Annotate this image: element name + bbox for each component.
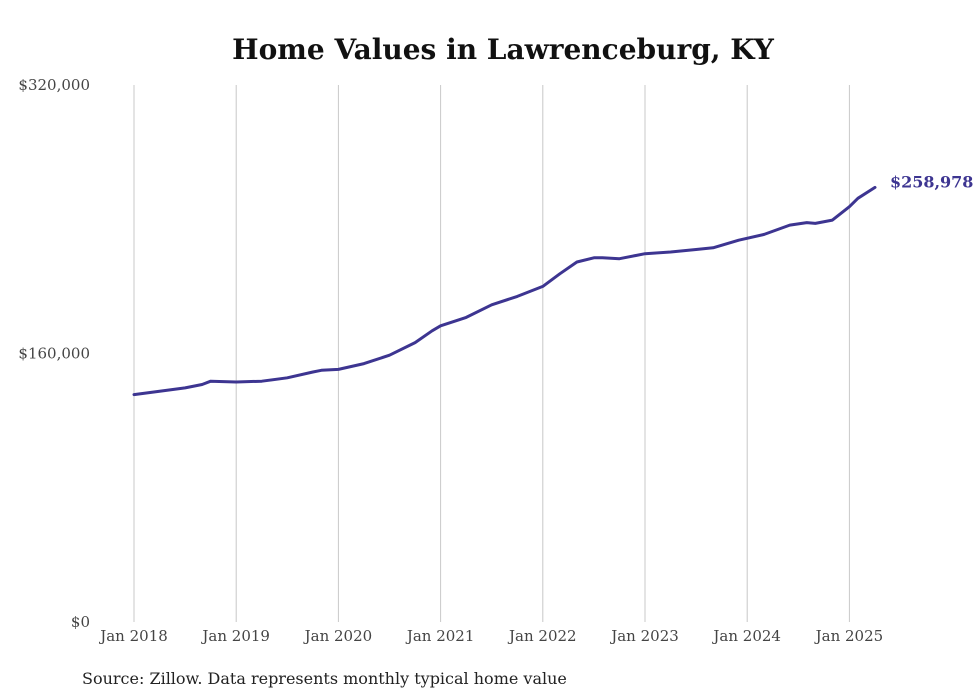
x-tick-label: Jan 2024 <box>711 627 781 645</box>
chart-title: Home Values in Lawrenceburg, KY <box>232 33 775 66</box>
x-tick-label: Jan 2020 <box>303 627 373 645</box>
gridlines <box>133 85 850 622</box>
x-tick-label: Jan 2019 <box>200 627 270 645</box>
y-tick-label: $0 <box>71 613 90 631</box>
x-tick-label: Jan 2018 <box>98 627 168 645</box>
y-axis-ticks: $0 $160,000 $320,000 <box>18 76 90 631</box>
end-value-label: $258,978 <box>890 172 974 191</box>
series-line <box>132 185 877 397</box>
y-tick-label: $160,000 <box>18 345 90 363</box>
source-note: Source: Zillow. Data represents monthly … <box>82 669 567 688</box>
x-tick-label: Jan 2023 <box>609 627 679 645</box>
y-tick-label: $320,000 <box>18 76 90 94</box>
x-tick-label: Jan 2025 <box>814 627 884 645</box>
x-tick-label: Jan 2022 <box>507 627 577 645</box>
x-axis-ticks: Jan 2018 Jan 2019 Jan 2020 Jan 2021 Jan 2022… <box>98 627 883 645</box>
x-tick-label: Jan 2021 <box>405 627 475 645</box>
